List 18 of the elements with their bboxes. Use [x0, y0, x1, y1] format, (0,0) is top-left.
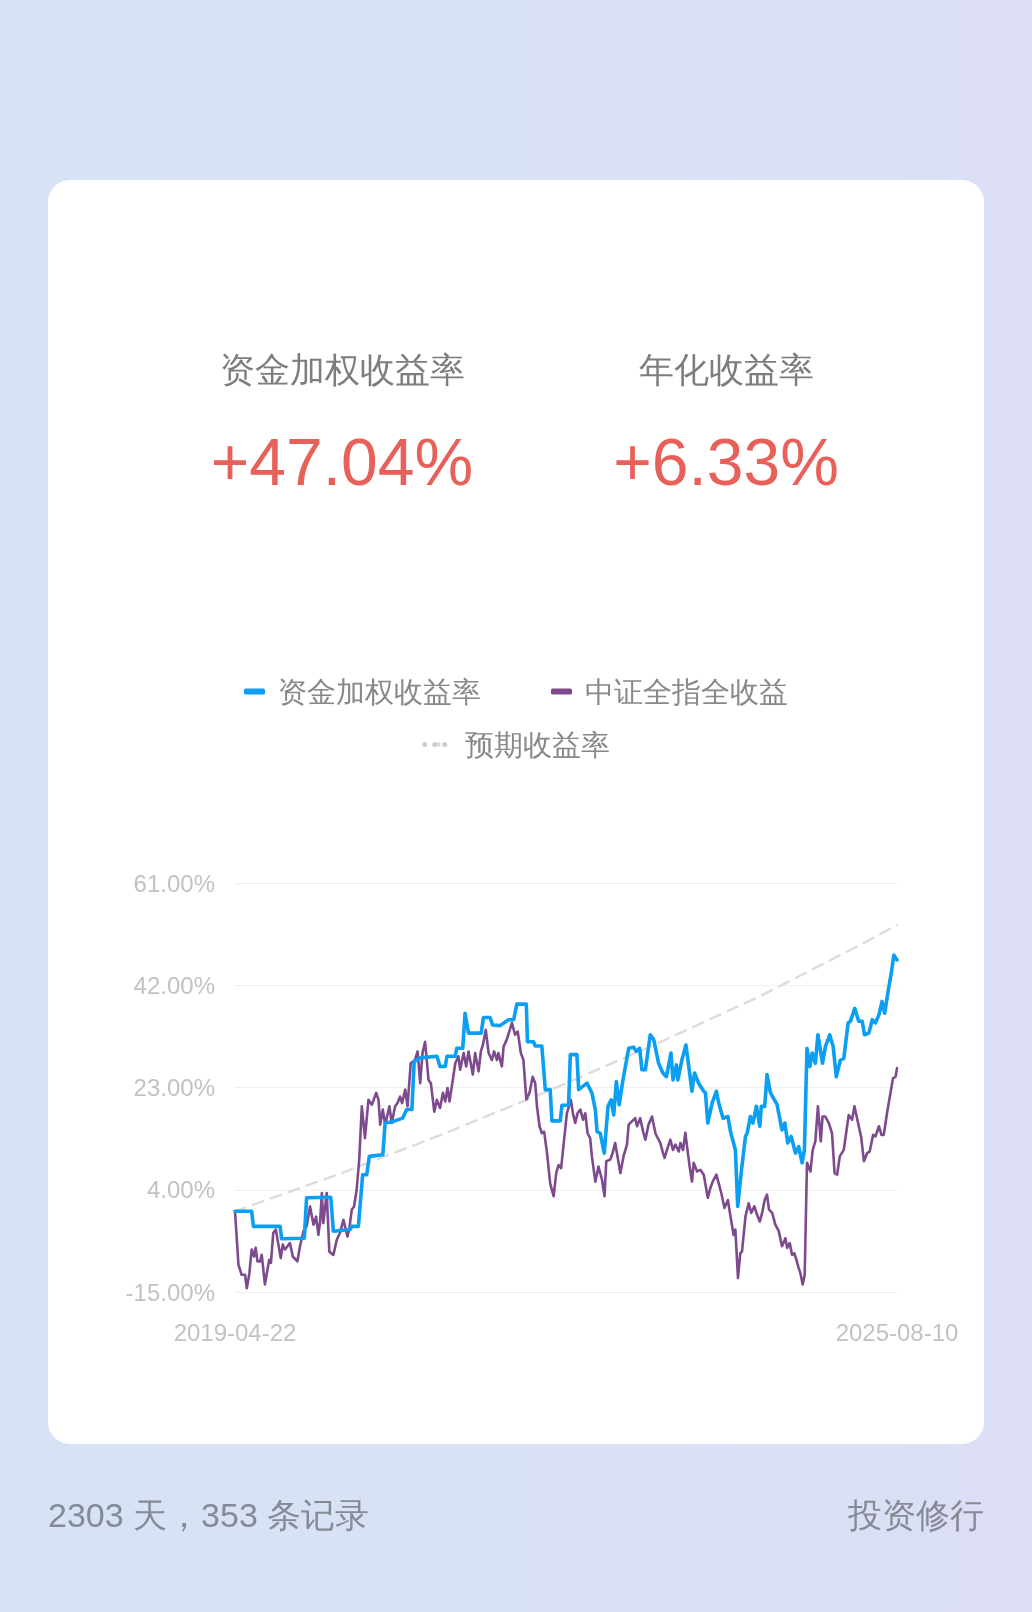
y-tick-label: 42.00% — [133, 971, 215, 999]
text: 投资修行 — [848, 1495, 984, 1536]
x-tick-label: 2019-04-22 — [173, 1318, 297, 1346]
text: 资金加权收益率 — [219, 349, 465, 391]
line-series — [233, 953, 899, 1241]
legend-label: 中证全指全收益 — [585, 674, 788, 709]
x-tick-label: 2025-08-10 — [835, 1318, 959, 1346]
line-series — [233, 1021, 899, 1290]
y-tick-label: 23.00% — [133, 1074, 215, 1101]
text: +6.33% — [613, 425, 839, 501]
y-tick-label: 61.00% — [133, 869, 215, 897]
legend-label: 资金加权收益率 — [278, 674, 481, 709]
legend-label: 预期收益率 — [464, 727, 610, 762]
text: 年化收益率 — [638, 349, 814, 391]
y-tick-label: 4.00% — [146, 1176, 215, 1204]
text: +47.04% — [210, 425, 474, 501]
text: 2303 天，353 条记录 — [48, 1496, 370, 1536]
y-tick-label: -15.00% — [125, 1278, 215, 1306]
